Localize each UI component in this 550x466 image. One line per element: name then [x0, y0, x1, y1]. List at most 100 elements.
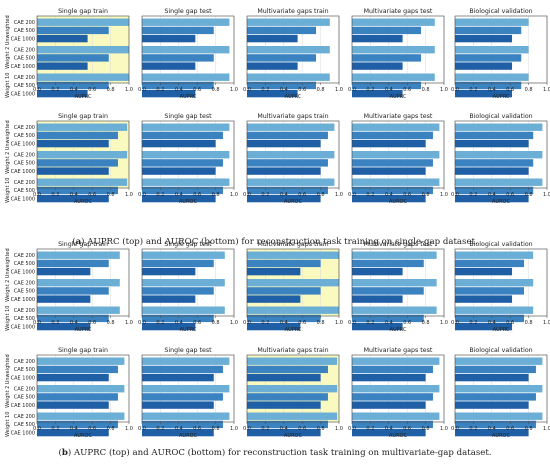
bar — [142, 167, 216, 175]
x-tick-label: 0.8 — [525, 192, 533, 198]
bar — [37, 178, 128, 186]
x-tick-label: 0.0 — [138, 87, 146, 93]
x-tick-label: 0.6 — [506, 192, 514, 198]
bar — [455, 194, 529, 203]
panel-title: Single gap test — [164, 8, 212, 15]
bar — [352, 34, 403, 43]
bar — [37, 365, 118, 374]
x-tick-label: 0.6 — [506, 87, 514, 93]
x-tick-label: 0.8 — [212, 320, 220, 326]
panel-frame — [141, 120, 235, 189]
bar — [247, 178, 335, 186]
row-label: CAE 500 — [14, 395, 35, 401]
bar — [352, 365, 433, 374]
bar — [247, 287, 321, 295]
bar — [247, 365, 328, 374]
bar — [142, 34, 196, 43]
x-tick-label: 0.2 — [261, 192, 269, 198]
caption-b-text: AUPRC (top) and AUROC (bottom) for recon… — [73, 448, 492, 458]
row-label: CAE 1000 — [11, 169, 35, 175]
bar — [352, 46, 435, 54]
x-tick-label: 0.0 — [451, 320, 459, 326]
bar — [247, 412, 338, 420]
bar — [37, 131, 118, 140]
bar — [37, 89, 88, 98]
bar — [247, 428, 321, 437]
bar — [455, 46, 529, 54]
x-tick-label: 0.8 — [317, 192, 325, 198]
bar — [142, 259, 214, 268]
x-tick-label: 1.0 — [125, 192, 133, 198]
x-axis-label: AUPRC — [493, 94, 510, 100]
bar — [37, 159, 118, 167]
bar — [247, 401, 321, 409]
x-tick-label: 0.6 — [193, 87, 201, 93]
x-tick-label: 0.2 — [156, 426, 164, 432]
bar — [455, 357, 543, 365]
x-tick-label: 0.8 — [525, 320, 533, 326]
bar — [455, 151, 543, 159]
bar — [37, 151, 128, 159]
x-tick-label: 0.2 — [366, 426, 374, 432]
x-tick-label: 0.0 — [348, 192, 356, 198]
bar — [37, 73, 129, 81]
x-axis-label: AUROC — [179, 199, 197, 205]
bar — [142, 295, 196, 303]
row-label: CAE 1000 — [11, 403, 35, 409]
x-tick-label: 0.4 — [175, 192, 183, 198]
x-tick-label: 1.0 — [440, 87, 448, 93]
bar — [247, 26, 316, 35]
x-tick-label: 0.8 — [212, 426, 220, 432]
x-tick-label: 0.0 — [243, 192, 251, 198]
row-label: CAE 500 — [14, 161, 35, 167]
x-tick-label: 0.4 — [385, 426, 393, 432]
row-label: CAE 200 — [14, 75, 35, 81]
bar — [37, 46, 129, 54]
x-tick-label: 0.4 — [280, 87, 288, 93]
x-tick-label: 0.0 — [348, 87, 356, 93]
caption-b-letter: b — [61, 448, 68, 458]
x-axis-label: AUPRC — [390, 94, 407, 100]
row-label: CAE 1000 — [11, 196, 35, 202]
x-tick-label: 0.2 — [261, 426, 269, 432]
bar — [352, 18, 435, 26]
x-tick-label: 0.0 — [33, 87, 41, 93]
x-tick-label: 0.0 — [33, 192, 41, 198]
row-label: CAE 1000 — [11, 269, 35, 275]
bar — [352, 178, 440, 186]
row-label: CAE 200 — [14, 20, 35, 26]
bar — [37, 314, 109, 323]
panel-frame — [351, 15, 445, 84]
x-tick-label: 0.4 — [488, 192, 496, 198]
bar — [142, 365, 223, 374]
x-tick-label: 0.8 — [525, 87, 533, 93]
x-tick-label: 0.8 — [317, 320, 325, 326]
panel-title: Biological validation — [469, 347, 532, 354]
bar — [247, 167, 321, 175]
bar — [142, 151, 230, 159]
bar — [142, 306, 225, 314]
x-tick-label: 0.8 — [107, 87, 115, 93]
panel-title: Single gap test — [164, 113, 212, 120]
bar — [37, 26, 109, 35]
x-tick-label: 0.0 — [33, 426, 41, 432]
bar — [352, 314, 424, 323]
x-tick-label: 0.0 — [451, 426, 459, 432]
caption-b: (b) AUPRC (top) and AUROC (bottom) for r… — [58, 448, 492, 458]
x-tick-label: 0.6 — [88, 192, 96, 198]
x-axis-label: AUPRC — [285, 327, 302, 333]
x-tick-label: 0.4 — [70, 87, 78, 93]
row-label: CAE 500 — [14, 28, 35, 34]
x-tick-label: 0.6 — [88, 87, 96, 93]
bar — [247, 73, 330, 81]
row-label: CAE 1000 — [11, 141, 35, 147]
x-tick-label: 0.8 — [107, 320, 115, 326]
bar — [247, 295, 301, 303]
bar — [247, 259, 321, 268]
x-axis-label: AUROC — [389, 433, 407, 439]
panel-title: Multivariate gaps test — [364, 241, 433, 248]
bar — [247, 89, 298, 98]
panel-frame — [351, 248, 445, 317]
caption-a-letter: a — [75, 237, 82, 247]
x-tick-label: 0.0 — [33, 320, 41, 326]
